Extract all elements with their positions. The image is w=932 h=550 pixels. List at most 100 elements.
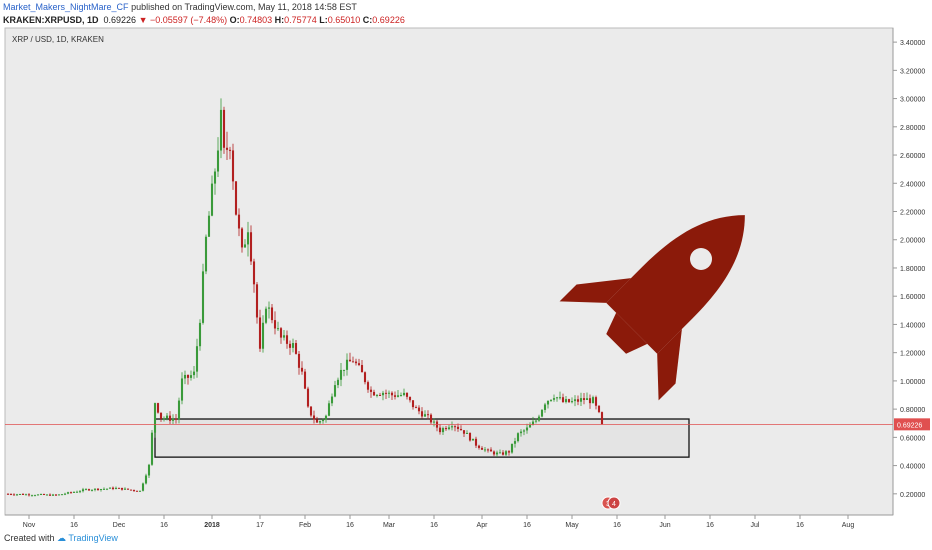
candle-body xyxy=(105,488,109,490)
x-tick-label: 16 xyxy=(430,522,438,529)
candle-body xyxy=(93,488,97,490)
candle-body xyxy=(39,494,43,496)
candle-body xyxy=(192,371,196,376)
support-zone[interactable] xyxy=(154,418,690,458)
candle-body xyxy=(498,452,502,454)
candle-body xyxy=(501,452,505,455)
candle-body xyxy=(159,412,163,419)
candle-body xyxy=(573,399,577,402)
close-value: 0.69226 xyxy=(372,15,405,25)
candle-body xyxy=(591,397,595,404)
candle-body xyxy=(345,359,349,370)
candle-body xyxy=(21,493,25,495)
candle-body xyxy=(78,491,82,493)
x-tick-label: Nov xyxy=(23,522,36,529)
candle-body xyxy=(534,420,538,422)
x-tick-label: 16 xyxy=(706,522,714,529)
candle-body xyxy=(336,379,340,386)
y-tick-label: 2.00000 xyxy=(900,238,925,245)
candle-body xyxy=(291,343,295,348)
candle-body xyxy=(267,307,271,309)
x-tick-label: 2018 xyxy=(204,522,220,529)
candle-body xyxy=(255,284,259,318)
candle-body xyxy=(552,398,556,400)
candle-body xyxy=(453,426,457,428)
open-label: O: xyxy=(229,15,240,25)
candle-body xyxy=(75,491,79,493)
chart-legend: XRP / USD, 1D, KRAKEN xyxy=(12,35,104,44)
candle-body xyxy=(303,371,307,389)
candle-body xyxy=(528,424,532,428)
candle-body xyxy=(15,494,19,496)
candle-body xyxy=(321,419,325,422)
tradingview-link[interactable]: TradingView xyxy=(68,533,118,543)
published-text: published on TradingView.com, May 11, 20… xyxy=(131,2,357,12)
x-tick-label: Dec xyxy=(113,522,126,529)
candle-body xyxy=(549,399,553,401)
event-markers[interactable]: 34 xyxy=(601,496,621,510)
candle-body xyxy=(438,427,442,433)
candle-body xyxy=(546,400,550,405)
candle-body xyxy=(24,494,28,496)
candle-body xyxy=(141,483,145,491)
x-tick-label: 16 xyxy=(796,522,804,529)
candle-body xyxy=(135,490,139,492)
candle-body xyxy=(384,392,388,394)
candle-body xyxy=(177,400,181,420)
candle-body xyxy=(417,407,421,412)
candle-body xyxy=(273,320,277,329)
candle-body xyxy=(204,236,208,272)
candle-body xyxy=(459,428,463,431)
candle-body xyxy=(372,391,376,396)
candle-body xyxy=(489,449,493,452)
candle-body xyxy=(351,361,355,363)
x-tick-label: 17 xyxy=(256,522,264,529)
candle-body xyxy=(525,427,529,431)
candle-body xyxy=(585,398,589,401)
candle-body xyxy=(33,495,37,497)
candle-body xyxy=(9,493,13,495)
candle-body xyxy=(252,261,256,285)
candle-body xyxy=(63,493,67,495)
candle-body xyxy=(258,317,262,349)
last-price-tag xyxy=(894,418,930,431)
candle-body xyxy=(405,392,409,397)
candle-body xyxy=(219,109,223,151)
candle-body xyxy=(186,374,190,378)
candle-body xyxy=(27,494,31,496)
candle-body xyxy=(201,271,205,323)
candle-body xyxy=(567,399,571,403)
candle-body xyxy=(87,489,91,491)
candle-body xyxy=(294,343,298,354)
candle-body xyxy=(147,464,151,476)
symbol-label: KRAKEN:XRPUSD, 1D xyxy=(3,15,99,25)
candle-body xyxy=(54,494,58,496)
candle-body xyxy=(456,426,460,429)
candle-body xyxy=(216,150,220,172)
author-link[interactable]: Market_Makers_NightMare_CF xyxy=(3,2,129,12)
candle-body xyxy=(594,397,598,406)
candle-body xyxy=(300,367,304,372)
candle-body xyxy=(441,428,445,433)
candle-body xyxy=(168,415,172,421)
candle-body xyxy=(228,149,232,151)
x-tick-label: 16 xyxy=(523,522,531,529)
y-axis: 0.20000 0.40000 0.60000 0.80000 1.00000 1.200… xyxy=(892,28,925,515)
candle-body xyxy=(183,374,187,379)
tradingview-logo-icon: ☁ xyxy=(57,533,67,543)
candle-body xyxy=(378,394,382,396)
candle-body xyxy=(342,369,346,371)
candle-body xyxy=(396,395,400,397)
low-value: 0.65010 xyxy=(327,15,361,25)
candle-body xyxy=(210,183,214,216)
candle-body xyxy=(369,389,373,392)
candle-body xyxy=(432,421,436,423)
event-marker-label: 4 xyxy=(612,501,616,508)
y-tick-label: 2.40000 xyxy=(900,181,925,188)
x-tick-label: May xyxy=(565,522,579,529)
x-tick-label: 16 xyxy=(160,522,168,529)
candle-body xyxy=(240,228,244,248)
candle-body xyxy=(348,359,352,362)
x-tick-label: Mar xyxy=(383,522,396,529)
